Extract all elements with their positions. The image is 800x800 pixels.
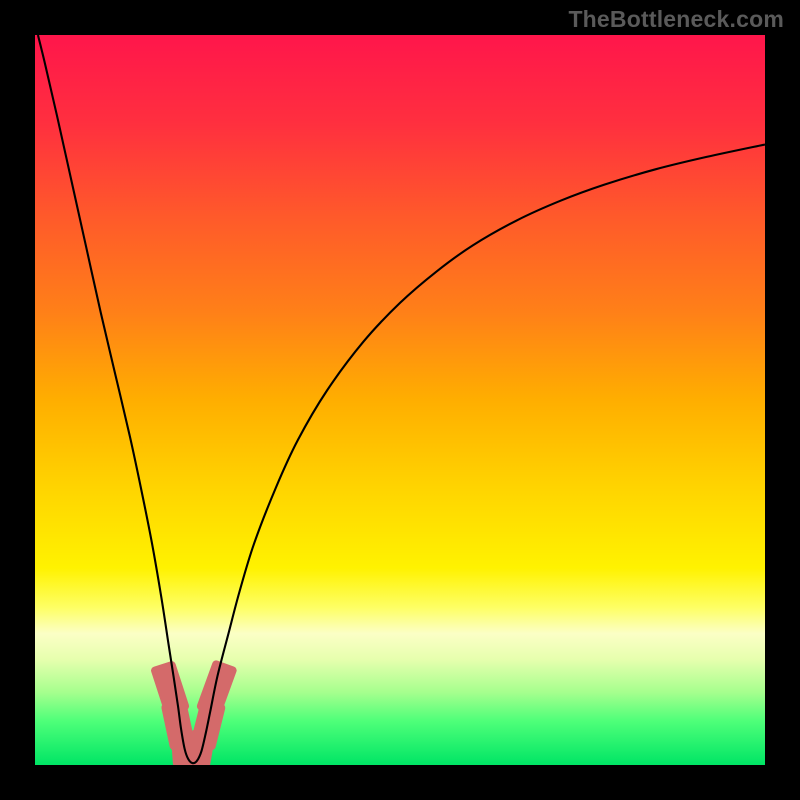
- gradient-background: [35, 35, 765, 765]
- chart-container: TheBottleneck.com: [0, 0, 800, 800]
- watermark-text: TheBottleneck.com: [568, 6, 784, 33]
- bottleneck-chart: [0, 0, 800, 800]
